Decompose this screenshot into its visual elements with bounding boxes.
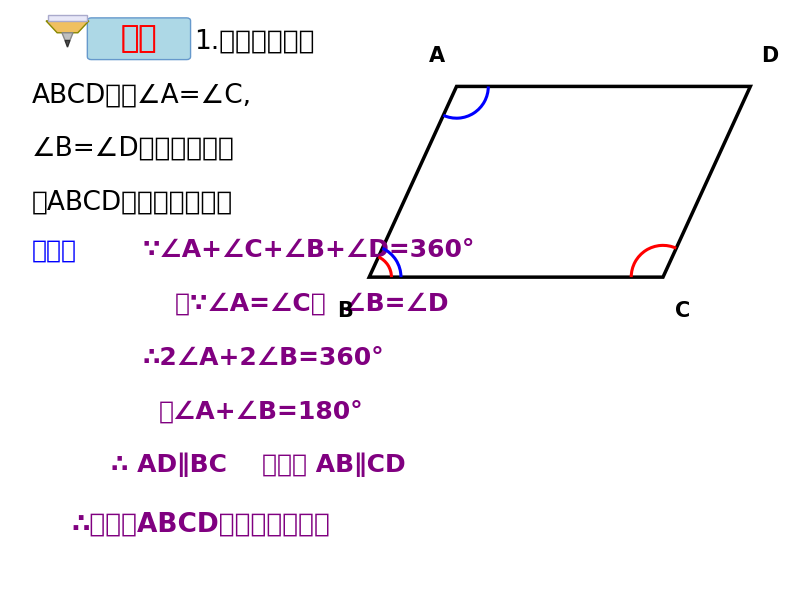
Text: 探究: 探究 <box>121 24 157 53</box>
Text: 又∵∠A=∠C，  ∠B=∠D: 又∵∠A=∠C， ∠B=∠D <box>175 292 448 316</box>
Text: ∵∠A+∠C+∠B+∠D=360°: ∵∠A+∠C+∠B+∠D=360° <box>143 238 476 262</box>
Polygon shape <box>48 15 87 21</box>
Text: ∴ AD∥BC    同理得 AB∥CD: ∴ AD∥BC 同理得 AB∥CD <box>111 452 406 477</box>
Text: ∠B=∠D，求证：四边: ∠B=∠D，求证：四边 <box>32 136 235 162</box>
Text: 即∠A+∠B=180°: 即∠A+∠B=180° <box>159 399 364 423</box>
Text: 形ABCD是平行四边形。: 形ABCD是平行四边形。 <box>32 190 233 216</box>
Text: 证明：: 证明： <box>32 238 77 262</box>
Polygon shape <box>62 33 73 41</box>
Text: ABCD中，∠A=∠C,: ABCD中，∠A=∠C, <box>32 82 252 108</box>
Text: 探究: 探究 <box>121 24 157 53</box>
Text: ∴四边形ABCD是平行四边形。: ∴四边形ABCD是平行四边形。 <box>71 511 330 538</box>
Polygon shape <box>46 21 89 33</box>
Text: 1.已知：四边形: 1.已知：四边形 <box>195 29 315 55</box>
Text: A: A <box>429 45 445 66</box>
Polygon shape <box>65 41 70 47</box>
Text: B: B <box>337 301 353 321</box>
Text: C: C <box>675 301 691 321</box>
FancyBboxPatch shape <box>87 18 191 60</box>
Text: ∴2∠A+2∠B=360°: ∴2∠A+2∠B=360° <box>143 346 384 370</box>
Text: D: D <box>761 45 779 66</box>
